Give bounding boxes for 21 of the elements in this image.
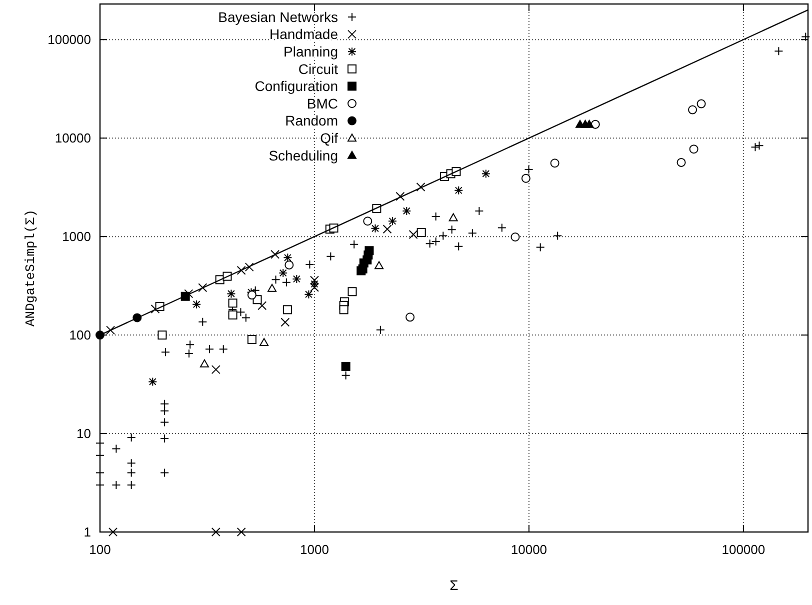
x-tick-label: 1000: [300, 542, 329, 557]
y-tick-label: 10000: [54, 130, 91, 146]
y-axis-title: ANDgateSimpl(Σ): [23, 209, 38, 327]
y-tick-label: 1: [84, 524, 91, 540]
legend-label: Circuit: [298, 60, 338, 77]
x-axis-title: Σ: [450, 577, 459, 593]
legend-label: Configuration: [254, 78, 338, 94]
legend-label: Bayesian Networks: [218, 8, 338, 25]
legend-label: Scheduling: [268, 147, 338, 164]
legend-label: Random: [285, 112, 338, 129]
legend-label: Qif: [320, 130, 338, 146]
x-tick-label: 10000: [510, 542, 548, 557]
legend-label: Handmade: [270, 26, 338, 42]
y-tick-label: 100000: [48, 32, 91, 48]
y-tick-label: 10: [76, 426, 91, 442]
y-tick-label: 1000: [62, 229, 91, 244]
x-tick-label: 100: [89, 542, 111, 557]
legend-label: Planning: [284, 44, 338, 60]
x-tick-label: 100000: [722, 542, 766, 557]
y-tick-label: 100: [69, 328, 91, 343]
legend-label: BMC: [306, 95, 338, 112]
